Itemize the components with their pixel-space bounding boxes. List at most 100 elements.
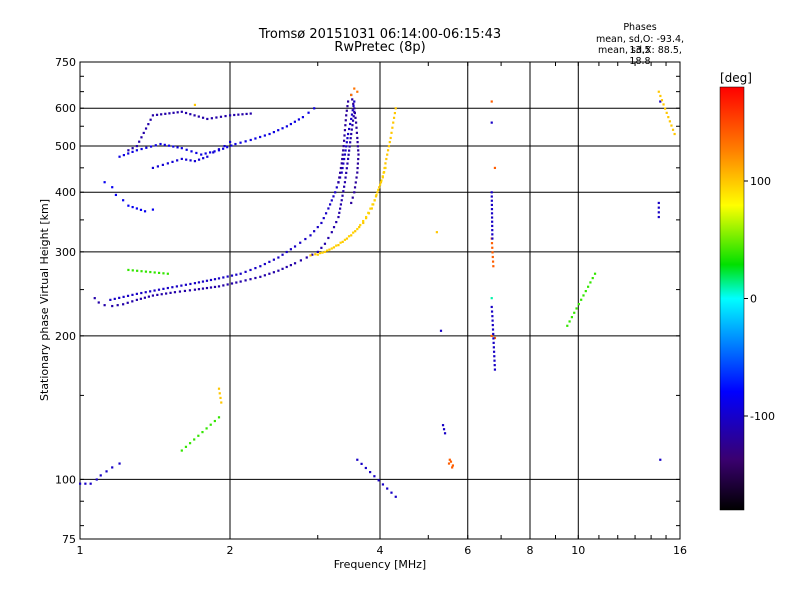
echo-point: [193, 438, 196, 441]
echo-point: [356, 171, 359, 174]
echo-point: [197, 281, 201, 284]
echo-point: [321, 251, 324, 254]
phase-stats-o: mean, sd,O: -93.4, 13.5: [595, 34, 685, 56]
echo-point: [139, 208, 143, 211]
echo-point: [309, 234, 312, 237]
echo-point: [189, 159, 192, 162]
echo-point: [205, 279, 209, 282]
echo-point: [111, 304, 114, 308]
echo-point: [180, 147, 183, 150]
echo-point: [330, 247, 333, 250]
echo-point: [205, 286, 209, 290]
echo-point: [387, 145, 391, 148]
echo-point: [354, 116, 357, 119]
echo-point: [659, 94, 662, 98]
echo-point: [313, 230, 316, 233]
echo-point: [355, 176, 358, 179]
echo-point: [103, 304, 106, 307]
echo-point: [299, 241, 302, 244]
echo-point: [122, 154, 125, 157]
echo-point: [490, 242, 494, 245]
echo-point: [582, 294, 585, 297]
echo-point: [79, 482, 82, 485]
echo-point: [490, 297, 493, 300]
echo-point: [339, 166, 343, 170]
echo-point: [143, 210, 147, 213]
echo-point: [351, 98, 354, 101]
echo-point: [109, 298, 112, 301]
echo-point: [161, 163, 164, 166]
echo-point: [491, 220, 494, 223]
data-points: [79, 87, 676, 498]
y-tick-label: 750: [55, 56, 76, 69]
echo-point: [339, 203, 343, 206]
echo-point: [193, 103, 197, 107]
echo-point: [337, 215, 340, 219]
echo-point: [491, 246, 494, 249]
echo-point: [316, 225, 319, 229]
echo-point: [323, 242, 327, 245]
echo-point: [195, 151, 198, 155]
echo-point: [249, 268, 252, 272]
echo-point: [448, 458, 451, 461]
echo-point: [339, 241, 342, 244]
echo-point: [345, 141, 348, 144]
echo-point: [277, 269, 280, 272]
echo-point: [219, 396, 222, 400]
echo-point: [163, 143, 166, 146]
echo-point: [180, 449, 183, 452]
colorbar-tick-label: 0: [750, 293, 757, 306]
echo-point: [189, 113, 192, 116]
echo-point: [343, 185, 346, 188]
echo-point: [356, 90, 359, 93]
echo-point: [343, 238, 347, 241]
echo-point: [226, 275, 229, 278]
echo-point: [84, 482, 87, 485]
echo-point: [140, 291, 143, 295]
echo-point: [373, 475, 376, 478]
echo-point: [241, 113, 244, 116]
echo-point: [151, 114, 155, 117]
echo-point: [168, 112, 171, 115]
echo-point: [201, 430, 204, 434]
echo-point: [118, 155, 121, 158]
echo-point: [259, 275, 262, 278]
echo-point: [138, 140, 141, 143]
echo-point: [149, 290, 152, 293]
echo-point: [362, 221, 365, 225]
echo-point: [365, 215, 368, 219]
echo-point: [490, 212, 494, 215]
echo-point: [126, 294, 130, 297]
echo-point: [662, 103, 665, 106]
echo-point: [239, 280, 242, 283]
echo-point: [184, 111, 188, 115]
echo-point: [345, 145, 348, 148]
echo-point: [135, 207, 138, 210]
echo-point: [167, 144, 171, 147]
echo-point: [490, 208, 494, 211]
echo-point: [573, 311, 576, 314]
x-tick-label: 6: [464, 544, 471, 557]
echo-point: [657, 206, 660, 209]
echo-point: [348, 145, 351, 148]
echo-point: [209, 423, 212, 426]
echo-point: [263, 134, 266, 137]
y-tick-label: 400: [55, 186, 76, 199]
echo-point: [490, 216, 494, 219]
echo-point: [254, 266, 257, 270]
echo-point: [289, 264, 292, 267]
echo-point: [213, 419, 216, 423]
chart-title: Tromsø 20151031 06:14:00-06:15:43: [258, 27, 502, 42]
y-tick-label: 75: [62, 533, 76, 546]
echo-point: [490, 203, 494, 207]
echo-point: [213, 150, 216, 153]
echo-point: [346, 162, 349, 165]
echo-point: [344, 124, 347, 127]
echo-point: [351, 124, 354, 127]
echo-point: [358, 225, 361, 229]
echo-point: [570, 316, 574, 319]
echo-point: [244, 270, 247, 273]
echo-point: [580, 298, 583, 301]
echo-point: [103, 181, 106, 184]
echo-point: [217, 416, 221, 419]
